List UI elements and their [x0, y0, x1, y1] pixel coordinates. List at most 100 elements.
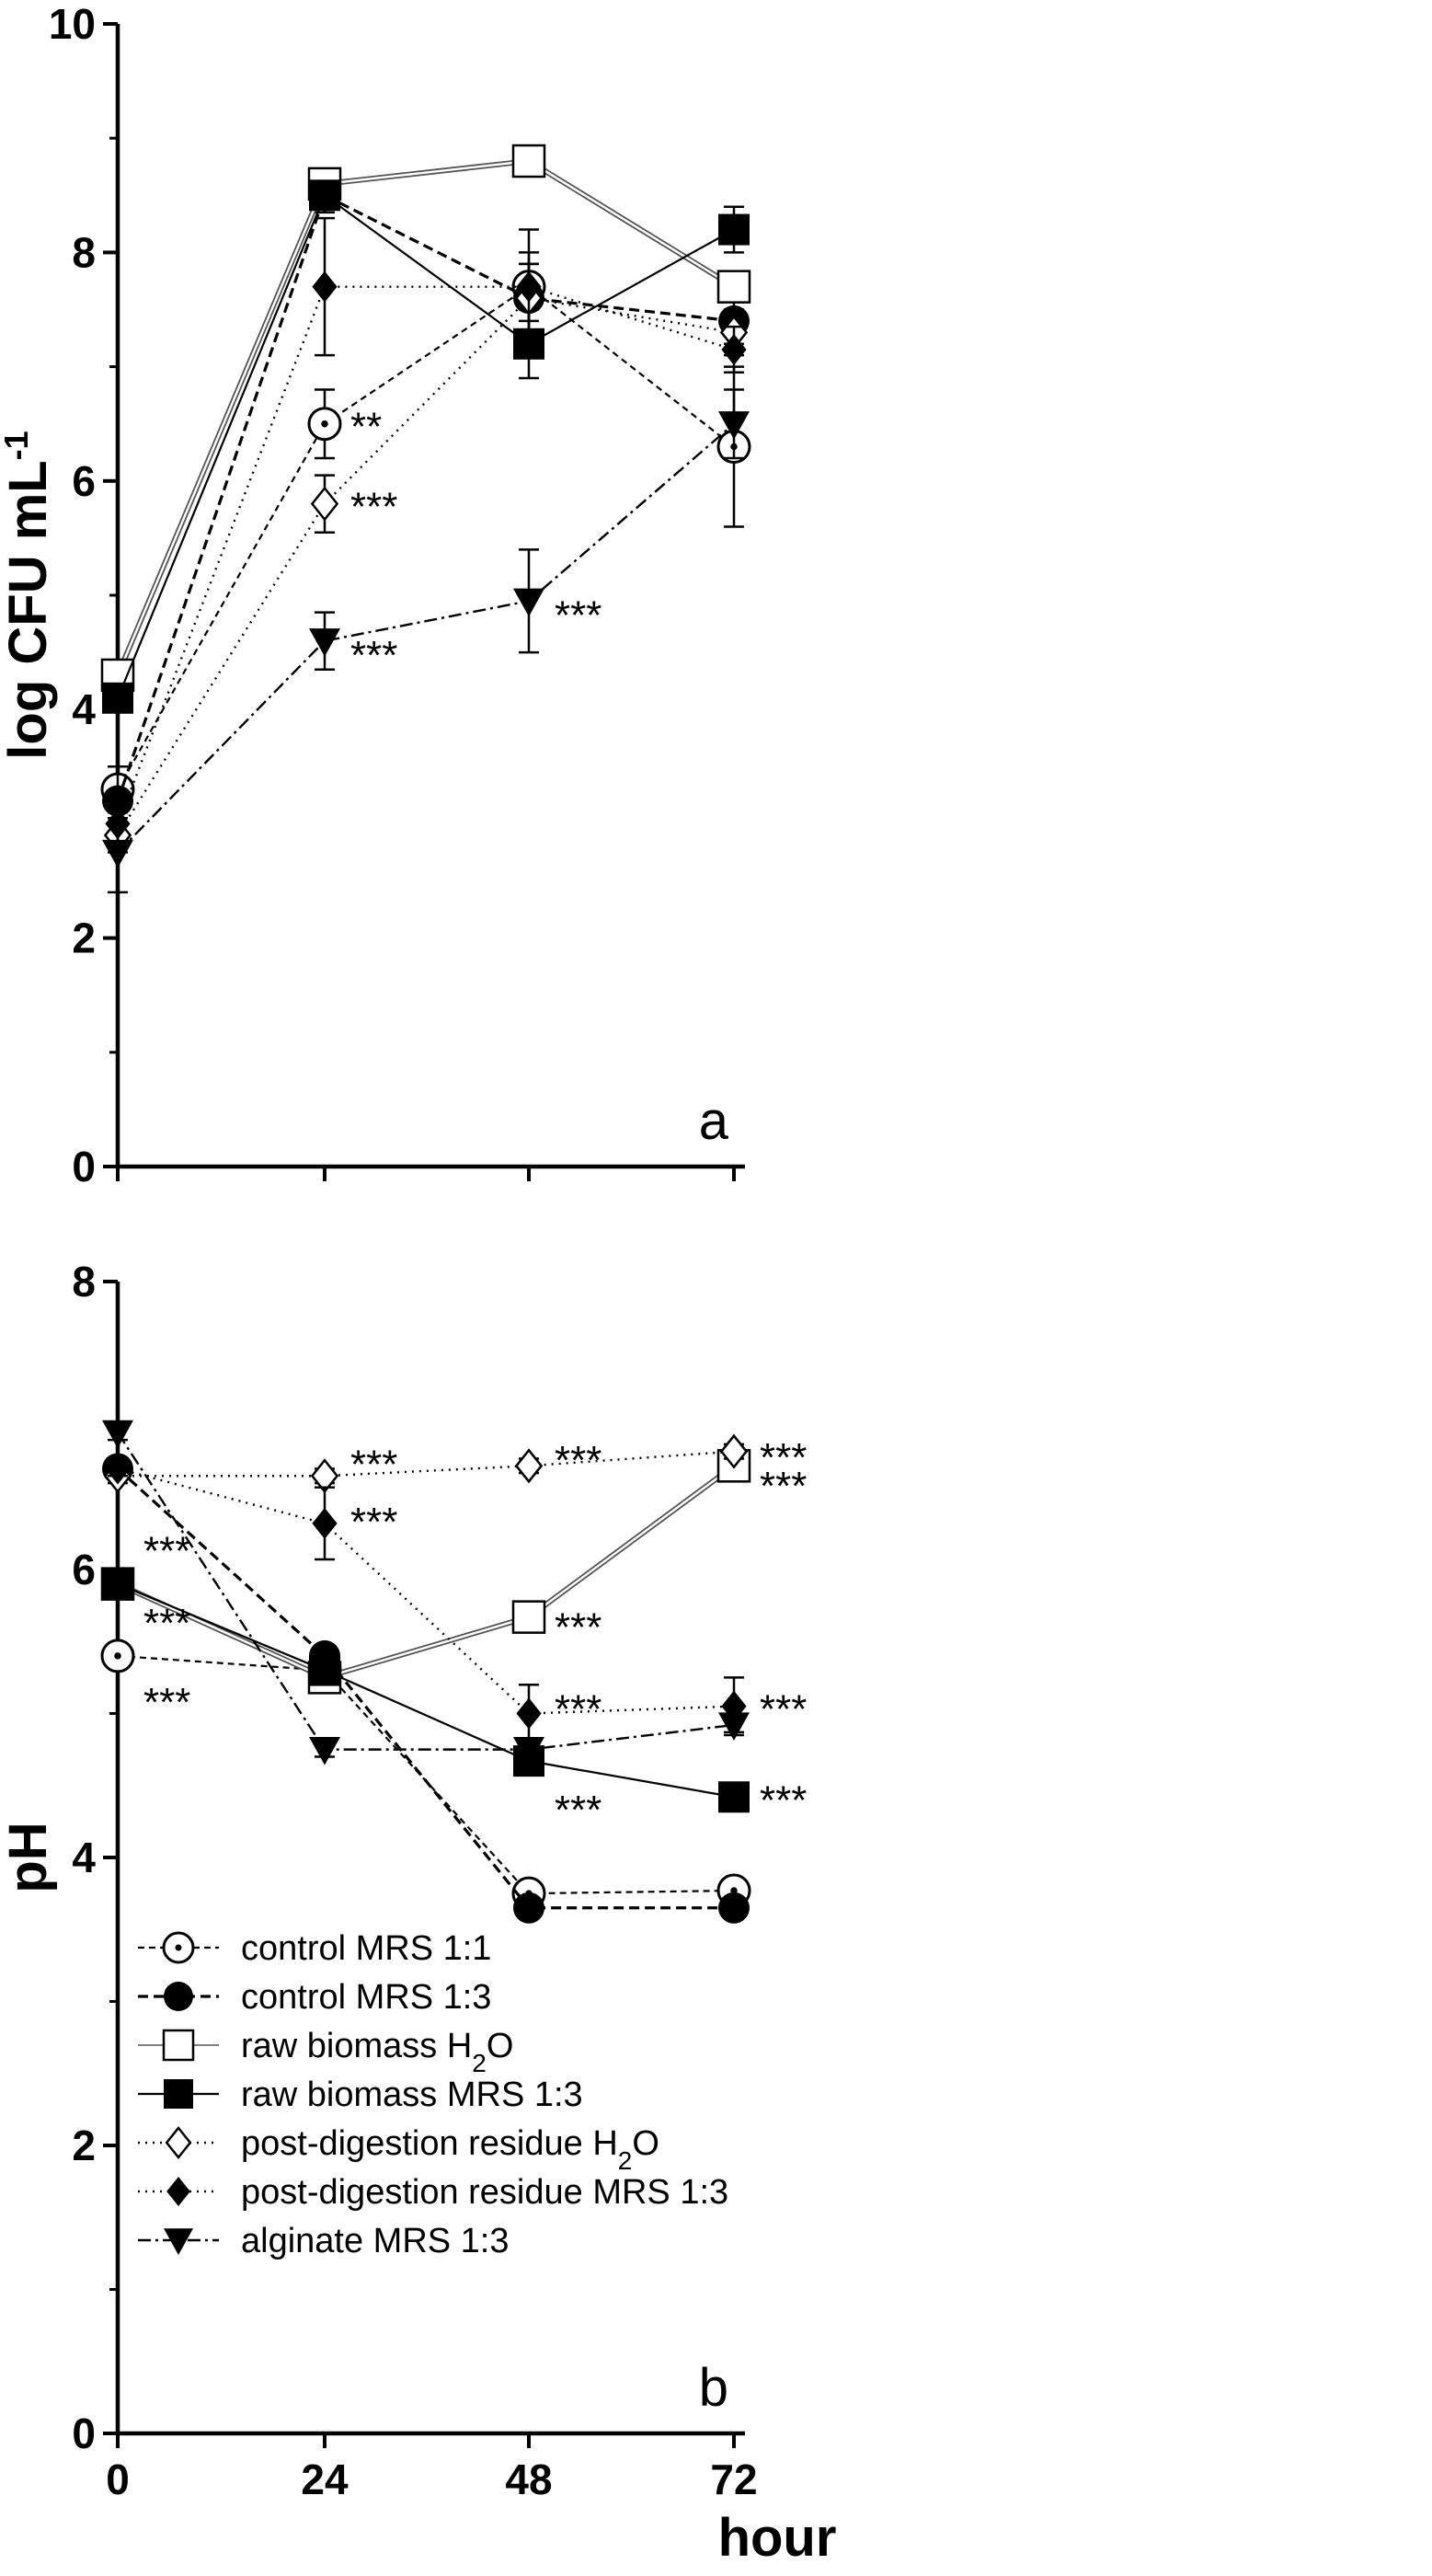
panel-b-significance-label: *** [143, 1680, 190, 1725]
panel-a-series-raw-biomass-mrs-1-3-point-box [102, 682, 133, 714]
panel-b-series-control-mrs-1-1 [100, 1639, 751, 1911]
legend-marker [162, 1931, 195, 1964]
legend-item-raw-biomass-h2o: raw biomass H2O [138, 2027, 513, 2077]
panel-a-y-axis-title-sup: -1 [0, 431, 35, 460]
panel-a-series-raw-biomass-mrs-1-3-point-box [718, 213, 750, 246]
panel-a-significance-label: ** [350, 405, 382, 450]
panel-b-series-post-digestion-residue-h2o-point-shape [514, 1448, 544, 1484]
legend-item-post-digestion-residue-h2o: post-digestion residue H2O [138, 2124, 659, 2175]
panel-b-series-alginate-mrs-1-3-line [116, 1432, 735, 1751]
panel-a-significance-label: *** [555, 593, 601, 638]
panel-a-series-raw-biomass-h2o [100, 144, 751, 693]
panel-b-series-post-digestion-residue-h2o-point-shape [719, 1433, 749, 1469]
panel-b-series-control-mrs-1-1-point-dot [730, 1887, 738, 1894]
panel-a-series-raw-biomass-mrs-1-3-point [309, 179, 340, 212]
panel-b-series-raw-biomass-mrs-1-3-point [718, 1781, 750, 1813]
panel-b-y-tick-label: 2 [72, 2122, 96, 2169]
panel-b-y-tick-label: 0 [72, 2409, 96, 2457]
legend-marker-shape [166, 2177, 190, 2206]
panel-b-significance-label: *** [555, 1788, 601, 1833]
panel-b-series-raw-biomass-mrs-1-3-point-box [102, 1568, 133, 1600]
panel-a-series-alginate-mrs-1-3-point-shape [718, 411, 750, 440]
panel-a-series-alginate-mrs-1-3-point [102, 839, 133, 868]
panel-a-series-post-digestion-residue-mrs-1-3-point [516, 270, 542, 303]
legend-item-control-mrs-1-3: control MRS 1:3 [138, 1978, 491, 2017]
panel-a-series-alginate-mrs-1-3-point-shape [513, 588, 544, 617]
panel-a-y-tick-label: 10 [49, 0, 96, 48]
panel-b-series-raw-biomass-h2o-line-outer [116, 1463, 736, 1681]
panel-a-series-control-mrs-1-1-point [307, 407, 342, 442]
panel-b-y-axis-title: pH [0, 1822, 58, 1892]
panel-b-series-alginate-mrs-1-3-point-shape [513, 1737, 544, 1765]
panel-b-series-raw-biomass-h2o [100, 1449, 751, 1695]
legend-marker [166, 2177, 190, 2206]
panel-a-y-tick-label: 6 [72, 457, 96, 505]
panel-b-series-alginate-mrs-1-3-point-shape [718, 1712, 750, 1742]
panel-a-series-post-digestion-residue-mrs-1-3 [105, 216, 747, 848]
panel-b-significance-label: *** [555, 1604, 601, 1650]
panel-a-series-raw-biomass-mrs-1-3-line [116, 193, 735, 699]
panel-b-series-post-digestion-residue-mrs-1-3-point [516, 1697, 542, 1730]
panel-b-series-alginate-mrs-1-3-point-shape [309, 1737, 340, 1765]
panel-b-series-post-digestion-residue-mrs-1-3-point-shape [105, 1453, 131, 1485]
panel-b-series-alginate-mrs-1-3 [102, 1420, 750, 1765]
panel-a-series-post-digestion-residue-mrs-1-3-point-shape [721, 333, 747, 365]
legend-marker [164, 2079, 193, 2109]
panel-b-y-tick-label: 6 [72, 1546, 96, 1593]
panel-a-series-raw-biomass-h2o-line-outer [115, 157, 736, 677]
panel-a-series-raw-biomass-h2o-line-inner [116, 159, 735, 676]
legend-marker [164, 1982, 193, 2011]
legend-label-suffix: O [487, 2027, 514, 2065]
legend-marker-box [162, 2029, 195, 2062]
panel-a-series-raw-biomass-mrs-1-3 [102, 179, 750, 714]
panel-a-panel-label: a [699, 1091, 729, 1151]
legend-label: control MRS 1:1 [241, 1929, 491, 1968]
panel-b-series-raw-biomass-mrs-1-3-point-box [718, 1781, 750, 1813]
panel-a-series-control-mrs-1-1 [100, 228, 751, 814]
panel-b-series-control-mrs-1-1-point [100, 1639, 135, 1673]
panel-a-series-post-digestion-residue-h2o-line [116, 296, 735, 836]
panel-b-series-post-digestion-residue-h2o-point [719, 1433, 749, 1469]
panel-b-y-tick-label: 4 [72, 1834, 96, 1881]
panel-a-series-control-mrs-1-3 [102, 177, 750, 837]
panel-b-series-alginate-mrs-1-3-point-shape [102, 1420, 133, 1449]
panel-b-series-control-mrs-1-3-point [513, 1892, 544, 1924]
panel-a-series-raw-biomass-mrs-1-3-point [102, 682, 133, 714]
legend-label: post-digestion residue MRS 1:3 [241, 2173, 728, 2212]
legend-label: raw biomass H2O [241, 2027, 513, 2077]
legend-label-subscript: 2 [472, 2049, 487, 2077]
panel-b-series-raw-biomass-mrs-1-3-line [117, 1582, 735, 1799]
panel-b-series-control-mrs-1-3-line [116, 1467, 734, 1910]
panel-a-series-control-mrs-1-1-line [117, 285, 735, 790]
panel-b-series-raw-biomass-mrs-1-3-point [309, 1654, 340, 1686]
panel-a-series-alginate-mrs-1-3-line [117, 422, 735, 854]
panel-b-series-post-digestion-residue-h2o [103, 1433, 749, 1494]
panel-a-y-tick-label: 0 [72, 1143, 96, 1190]
panel-b-series-alginate-mrs-1-3-point [718, 1712, 750, 1742]
panel-b-series-raw-biomass-h2o-point-box [511, 1600, 546, 1634]
panel-b-series-control-mrs-1-3-point [718, 1892, 750, 1924]
panel-a-series-raw-biomass-h2o-point [716, 270, 751, 304]
panel-b-significance-label: *** [760, 1435, 807, 1480]
legend-label-subscript: 2 [618, 2146, 633, 2175]
panel-a-series-post-digestion-residue-mrs-1-3-point [721, 333, 747, 365]
panel-b-series-raw-biomass-mrs-1-3-point [102, 1568, 133, 1600]
panel-a-significance-label: *** [350, 633, 397, 678]
panel-b-series-alginate-mrs-1-3-point [102, 1420, 133, 1449]
panel-b-series-raw-biomass-mrs-1-3-point-box [309, 1654, 340, 1686]
legend-marker [165, 2125, 192, 2160]
panel-b-series-control-mrs-1-3-point-disc [513, 1892, 544, 1924]
panel-b-significance-label: *** [555, 1687, 601, 1732]
legend-marker [162, 2029, 195, 2062]
panel-a-series-post-digestion-residue-mrs-1-3-point-shape [516, 270, 542, 303]
panel-b-series-post-digestion-residue-mrs-1-3-point-shape [312, 1507, 338, 1539]
panel-a-series-raw-biomass-h2o-point [511, 144, 546, 178]
panel-b-panel-label: b [699, 2358, 728, 2418]
panel-a-series-raw-biomass-h2o-point-box [511, 144, 546, 178]
panel-b-y-tick-label: 8 [72, 1258, 96, 1305]
legend-label-suffix: O [632, 2124, 659, 2163]
panel-b-series-post-digestion-residue-h2o-line [118, 1450, 735, 1478]
panel-a-series-post-digestion-residue-mrs-1-3-line [116, 285, 735, 824]
